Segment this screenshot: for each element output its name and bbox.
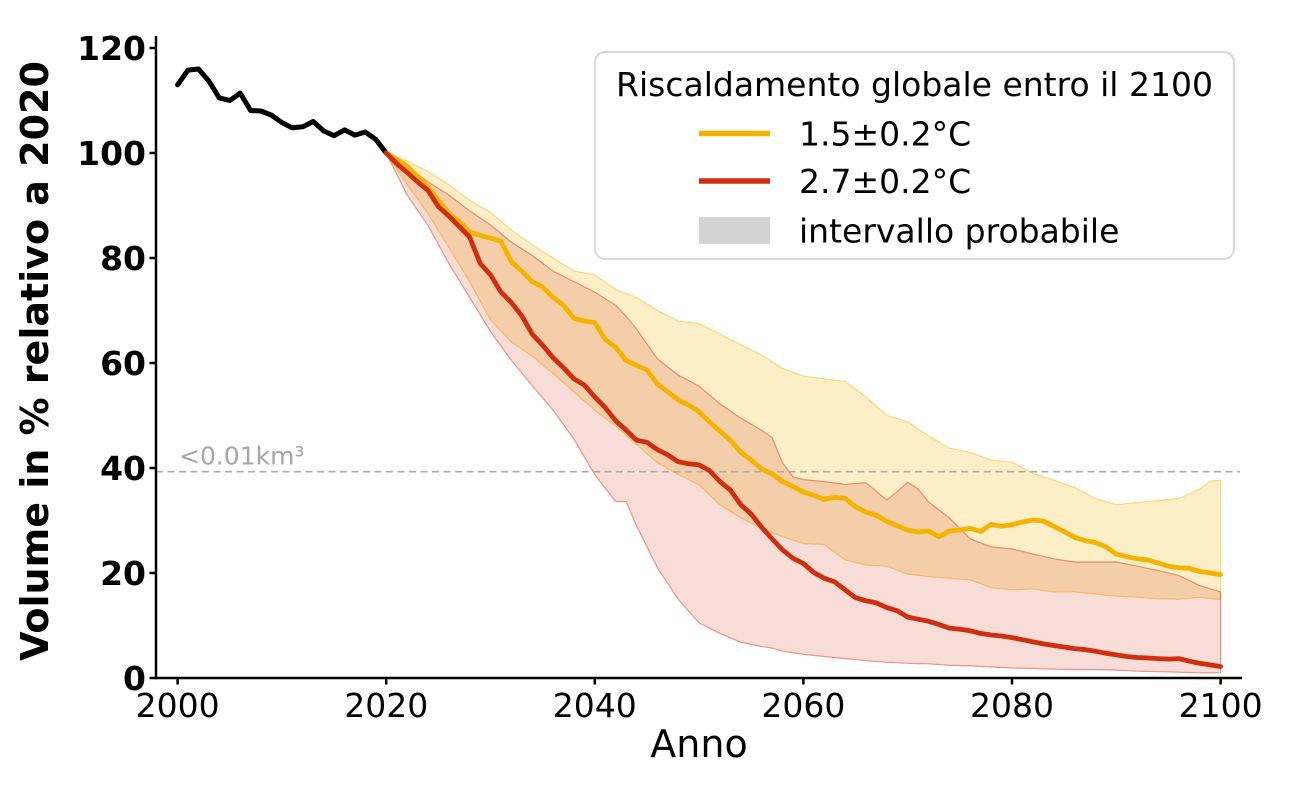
legend-box — [594, 51, 1235, 260]
legend-entry-warming-2-7: 2.7±0.2°C — [699, 162, 971, 201]
y-tick-label: 120 — [77, 29, 146, 68]
x-tick-label: 2060 — [761, 686, 845, 725]
x-axis-label: Anno — [650, 722, 747, 766]
legend-entry-likely-range: intervallo probabile — [699, 212, 1119, 251]
y-tick-label: 40 — [100, 449, 146, 488]
legend-label-1-5: 1.5±0.2°C — [799, 115, 971, 154]
x-tick-label: 2040 — [553, 686, 637, 725]
legend-title: Riscaldamento globale entro il 2100 — [616, 65, 1213, 104]
legend: Riscaldamento globale entro il 2100 1.5±… — [594, 51, 1235, 260]
legend-entry-warming-1-5: 1.5±0.2°C — [699, 115, 971, 154]
line-storico — [175, 66, 389, 156]
x-tick-label: 2100 — [1179, 686, 1263, 725]
y-tick-label: 60 — [100, 344, 146, 383]
data-lines — [175, 66, 1223, 669]
line-1.5±0.2°C — [383, 150, 1223, 577]
threshold-label: <0.01km³ — [179, 442, 304, 471]
y-axis-label: Volume in % relativo a 2020 — [13, 61, 57, 661]
y-tick-label: 80 — [100, 239, 146, 278]
legend-label-2-7: 2.7±0.2°C — [799, 162, 971, 201]
legend-label-likely-range: intervallo probabile — [799, 212, 1119, 251]
y-tick-label: 100 — [77, 134, 146, 173]
threshold-group: <0.01km³ — [156, 442, 1240, 473]
x-tick-label: 2020 — [344, 686, 428, 725]
line-2.7±0.2°C — [383, 150, 1223, 669]
x-tick-label: 2000 — [136, 686, 220, 725]
x-tick-label: 2080 — [970, 686, 1054, 725]
y-tick-label: 20 — [100, 554, 146, 593]
legend-patch-swatch-likely-range — [699, 217, 770, 244]
band-2.7±0.2°C — [384, 151, 1222, 674]
y-tick-label: 0 — [123, 659, 146, 698]
